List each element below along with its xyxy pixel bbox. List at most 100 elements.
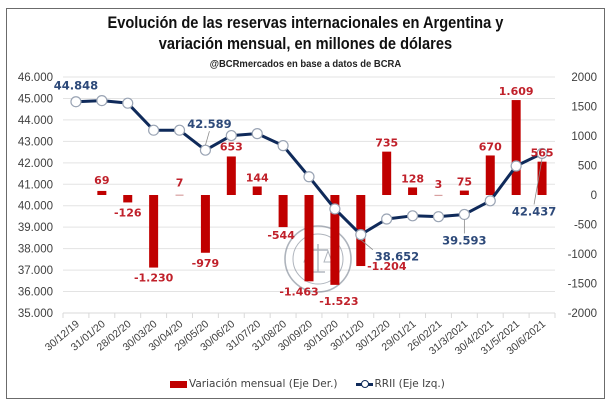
right-tick-label: -2000 (568, 308, 597, 320)
line-point (277, 140, 289, 152)
bar (382, 151, 392, 195)
right-tick-label: 1500 (571, 102, 597, 114)
bar (434, 194, 443, 197)
right-tick-label: -1500 (568, 279, 597, 291)
label-leader-line (360, 239, 374, 250)
label-leader-line (205, 131, 210, 146)
bar (537, 161, 547, 195)
legend-label-variacion: Variación mensual (Eje Der.) (189, 378, 338, 390)
line-point (70, 96, 82, 108)
line-data-labels: 44.848 42.589 38.652 39.593 42.437 (54, 79, 556, 264)
line-point (355, 229, 367, 241)
left-tick-label: 39.000 (18, 222, 53, 234)
bar-data-label: 565 (531, 147, 554, 160)
chart-subtitle: @BCRmercados en base a datos de BCRA (209, 58, 402, 70)
bar (123, 195, 133, 203)
bar-data-label: 69 (94, 174, 109, 187)
legend-label-rrii: RRII (Eje Izq.) (374, 378, 445, 390)
line-point (148, 124, 160, 136)
right-tick-label: -1000 (568, 249, 597, 261)
line-point (199, 144, 212, 156)
right-tick-label: 500 (578, 161, 597, 173)
left-tick-label: 42.000 (18, 158, 53, 170)
bar (97, 190, 107, 195)
bar-data-label: -544 (267, 229, 295, 242)
line-point (225, 129, 237, 142)
left-tick-label: 36.000 (18, 287, 53, 299)
line-point (381, 213, 393, 225)
chart-title-line-2: variación mensual, en millones de dólare… (158, 34, 453, 53)
bar-data-labels: 69 -126 -1.230 7 -979 653 144 -544 -1.463-1.523 -… (94, 85, 553, 308)
right-tick-label: 2000 (571, 72, 597, 84)
seal-watermark (284, 225, 352, 293)
legend-item-variacion: Variación mensual (Eje Der.) (170, 378, 338, 390)
bar-data-label: 3 (435, 178, 443, 191)
left-tick-label: 43.000 (18, 136, 53, 148)
line-point (96, 94, 108, 107)
legend-item-rrii: RRII (Eje Izq.) (355, 378, 445, 390)
bar-data-label: 1.609 (499, 85, 534, 98)
right-tick-label: 1000 (571, 131, 597, 143)
left-tick-label: 44.000 (18, 115, 53, 127)
legend-bar-swatch (170, 380, 187, 388)
left-tick-label: 35.000 (18, 308, 53, 320)
left-tick-label: 37.000 (18, 265, 53, 277)
legend: Variación mensual (Eje Der.) RRII (Eje I… (170, 376, 463, 392)
bar (485, 155, 495, 195)
left-tick-label: 38.000 (18, 244, 53, 256)
bar-data-label: 75 (457, 176, 472, 189)
right-tick-label: 0 (591, 190, 597, 202)
bar (408, 187, 418, 195)
bar (149, 195, 159, 268)
line-data-label: 44.848 (54, 79, 98, 93)
bar-data-label: 144 (246, 172, 269, 185)
left-tick-label: 45.000 (18, 93, 53, 105)
bar (304, 195, 314, 282)
line-data-label: 42.437 (512, 204, 556, 218)
left-tick-label: 46.000 (18, 72, 53, 84)
line-point (173, 124, 186, 136)
bar-data-label: -1.523 (319, 295, 358, 308)
bar-data-label: 128 (401, 172, 424, 185)
line-point (432, 211, 445, 223)
x-axis: 30/12/1931/01/2028/02/2030/03/2030/04/20… (43, 312, 556, 357)
right-axis-ticks: -2000 -1500 -1000 -500 0 500 1000 1500 2000 (568, 72, 597, 320)
line-data-label: 39.593 (442, 233, 486, 247)
left-tick-label: 40.000 (18, 201, 53, 213)
bar (226, 156, 236, 195)
label-leader-line (533, 158, 543, 205)
line-point (251, 128, 263, 140)
bar (278, 195, 288, 228)
bar-data-label: 7 (176, 177, 184, 190)
right-tick-label: -500 (574, 220, 597, 232)
bar (200, 195, 210, 253)
bar-data-label: -1.463 (279, 285, 318, 298)
bar-data-label: -1.204 (367, 260, 407, 273)
left-tick-label: 41.000 (18, 179, 53, 191)
left-axis-ticks: 35.000 36.000 37.000 38.000 39.000 40.000 41.0… (18, 72, 53, 320)
bar-data-label: -126 (114, 206, 142, 219)
line-point (458, 208, 470, 221)
line-point (303, 171, 315, 183)
bar-data-label: -1.230 (134, 272, 174, 285)
bar-data-label: -979 (192, 257, 220, 270)
line-data-label: 38.652 (375, 250, 419, 264)
legend-line-swatch (355, 379, 373, 389)
bar-data-label: 670 (479, 140, 502, 153)
bar (511, 100, 521, 195)
chart-title-line-1: Evolución de las reservas internacionale… (107, 13, 504, 32)
bar (175, 194, 184, 196)
bar (252, 186, 262, 195)
line-point (406, 210, 419, 222)
line-series (70, 94, 548, 241)
bar (459, 190, 469, 195)
line-point (329, 203, 341, 215)
chart-title: Evolución de las reservas internacionale… (43, 12, 568, 54)
line-point (484, 195, 496, 207)
bar (330, 195, 340, 285)
bar-data-label: 735 (375, 137, 398, 150)
line-point (122, 97, 134, 109)
line-data-label: 42.589 (187, 117, 231, 131)
bar-data-label: 653 (220, 140, 243, 153)
